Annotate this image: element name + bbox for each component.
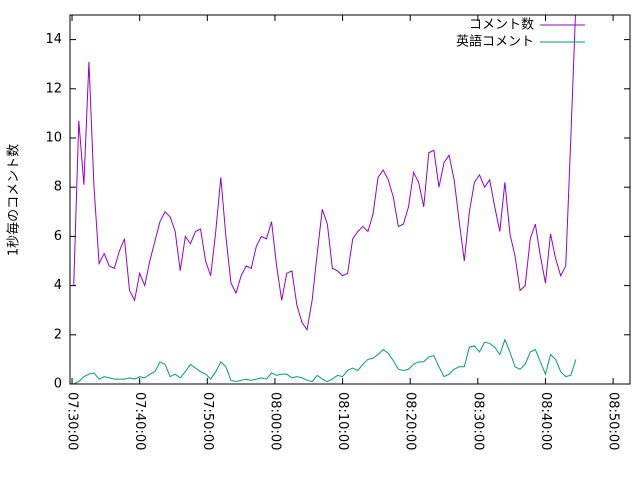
y-tick-label: 12	[45, 81, 62, 96]
y-tick-label: 14	[45, 32, 62, 47]
x-tick-label: 08:40:00	[538, 392, 553, 450]
series-line	[73, 15, 576, 332]
plot-frame	[69, 14, 631, 385]
plot-area	[73, 15, 577, 384]
legend-label: 英語コメント	[456, 34, 534, 50]
x-tick-label: 07:40:00	[132, 392, 147, 450]
x-tick-label: 08:10:00	[335, 392, 350, 450]
x-tick-label: 08:20:00	[403, 392, 418, 450]
legend-label: コメント数	[469, 18, 534, 33]
y-tick-label: 2	[54, 327, 62, 342]
y-tick-label: 10	[45, 131, 62, 146]
x-tick-label: 08:50:00	[606, 392, 621, 450]
x-tick-label: 07:50:00	[200, 392, 215, 450]
y-axis-label: 1秒毎のコメント数	[6, 144, 22, 256]
x-tick-label: 07:30:00	[65, 392, 80, 450]
x-tick-label: 08:00:00	[267, 392, 282, 450]
y-tick-label: 6	[54, 229, 62, 244]
series-line	[73, 338, 577, 384]
y-tick-label: 8	[54, 180, 62, 195]
y-tick-label: 0	[54, 377, 62, 392]
y-tick-label: 4	[54, 278, 62, 293]
x-tick-label: 08:30:00	[470, 392, 485, 450]
